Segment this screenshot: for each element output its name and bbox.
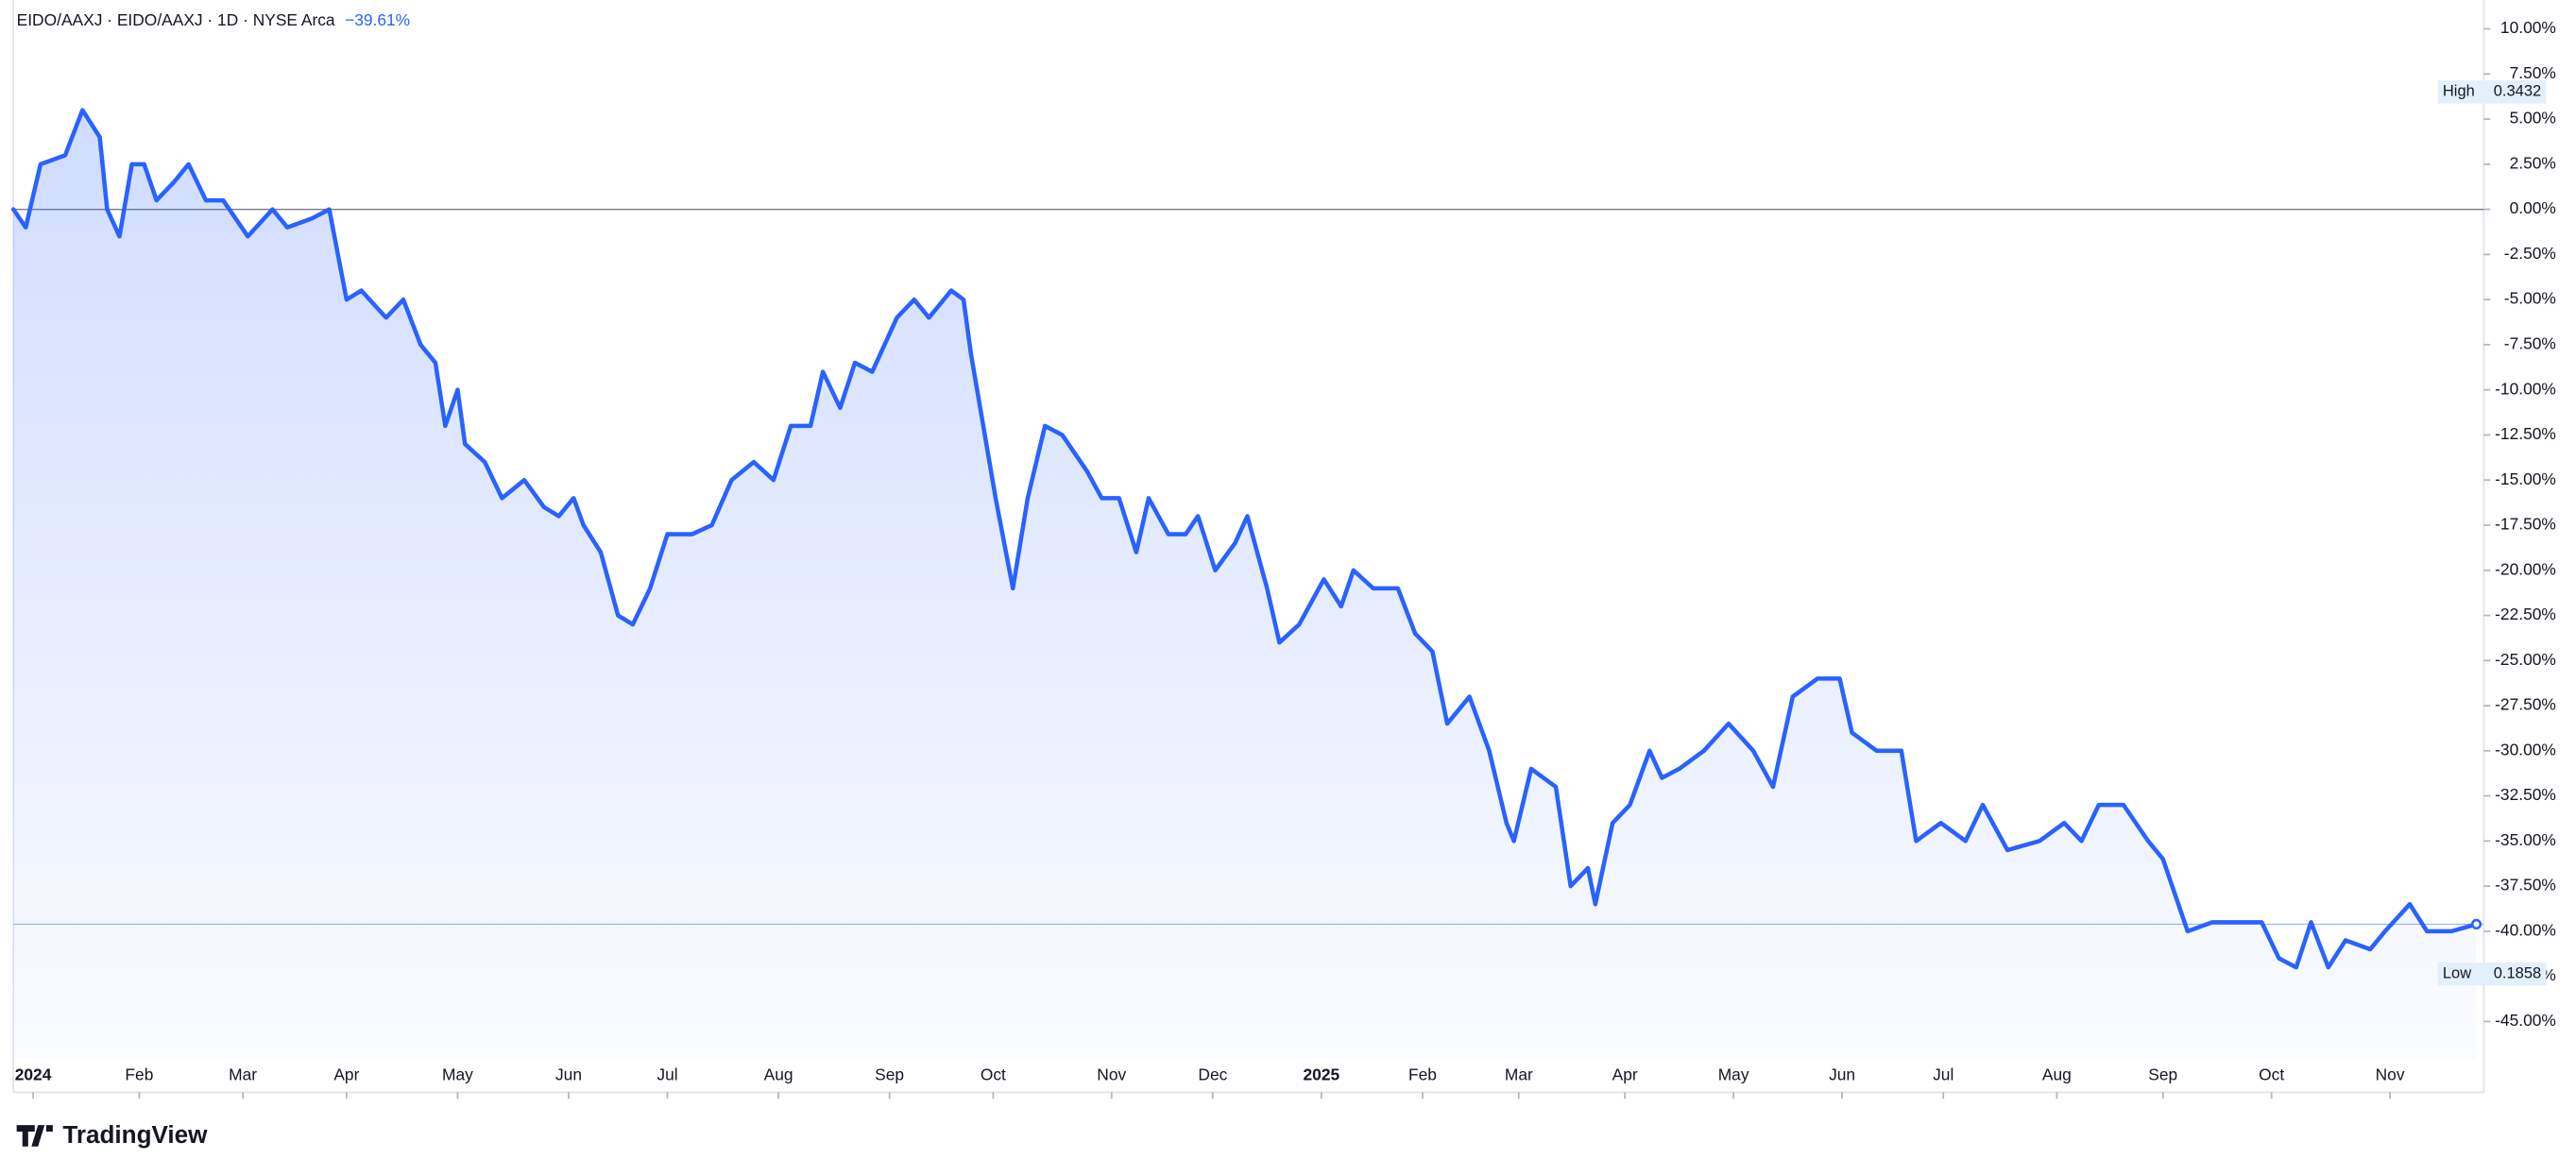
y-tick-label: 2.50% (2510, 153, 2556, 172)
price-line (10, 108, 2479, 970)
x-tick-label: Jul (657, 1065, 677, 1084)
y-tick-label: 0.00% (2510, 198, 2556, 217)
low-tag-bg (2437, 962, 2547, 986)
y-tick-label: -17.50% (2495, 515, 2556, 534)
area-fill (13, 110, 2477, 1060)
y-tick-label: -7.50% (2504, 334, 2556, 353)
plot-area (10, 108, 2484, 1060)
x-tick-label: 2025 (1304, 1065, 1340, 1084)
x-tick-label: Feb (1408, 1065, 1437, 1084)
x-tick-label: Oct (2259, 1065, 2284, 1084)
x-tick-label: Dec (1198, 1065, 1227, 1084)
chart-title: EIDO/AAXJ · EIDO/AAXJ · 1D · NYSE Arca (17, 10, 335, 29)
brand-name: TradingView (62, 1120, 208, 1149)
y-tick-label: -2.50% (2504, 244, 2556, 263)
y-tick-label: -5.00% (2504, 289, 2556, 308)
low-tag-label: Low (2443, 964, 2471, 981)
x-tick-label: 2024 (15, 1065, 52, 1084)
x-tick-label: Mar (1505, 1065, 1533, 1084)
y-tick-label: 10.00% (2500, 18, 2556, 37)
y-tick-label: -40.00% (2495, 920, 2556, 939)
x-tick-label: Feb (125, 1065, 153, 1084)
change-label: −39.61% (345, 10, 410, 29)
x-tick-label: Nov (2376, 1065, 2405, 1084)
y-tick-label: -12.50% (2495, 424, 2556, 443)
x-tick-label: Aug (764, 1065, 793, 1084)
x-tick-label: Sep (2148, 1065, 2177, 1084)
x-tick-label: Sep (875, 1065, 904, 1084)
y-tick-label: 5.00% (2510, 109, 2556, 128)
y-tick-label: -20.00% (2495, 559, 2556, 578)
low-tag-value: 0.1858 (2494, 964, 2541, 981)
x-tick-label: Jun (555, 1065, 582, 1084)
last-point (2470, 918, 2482, 930)
x-tick-label: Nov (1097, 1065, 1126, 1084)
high-tag-bg (2437, 80, 2547, 104)
y-tick-label: -25.00% (2495, 650, 2556, 669)
x-tick-label: Oct (981, 1065, 1006, 1084)
y-tick-label: -32.50% (2495, 785, 2556, 804)
x-tick-label: Apr (333, 1065, 359, 1084)
y-tick-label: -27.50% (2495, 695, 2556, 714)
y-tick-label: -15.00% (2495, 469, 2556, 488)
y-tick-label: -10.00% (2495, 379, 2556, 398)
x-tick-label: Mar (229, 1065, 257, 1084)
high-tag-value: 0.3432 (2494, 83, 2541, 100)
x-tick-label: Aug (2042, 1065, 2072, 1084)
x-tick-label: Jul (1933, 1065, 1953, 1084)
y-tick-label: -45.00% (2495, 1011, 2556, 1030)
x-tick-label: May (442, 1065, 473, 1084)
x-tick-label: Jun (1829, 1065, 1855, 1084)
y-tick-label: -37.50% (2495, 876, 2556, 895)
high-tag-label: High (2443, 83, 2475, 100)
x-tick-label: Apr (1612, 1065, 1638, 1084)
y-tick-label: -22.50% (2495, 605, 2556, 623)
y-tick-label: -30.00% (2495, 740, 2556, 758)
y-tick-label: 7.50% (2510, 63, 2556, 82)
x-tick-label: May (1718, 1065, 1749, 1084)
y-tick-label: -35.00% (2495, 830, 2556, 849)
